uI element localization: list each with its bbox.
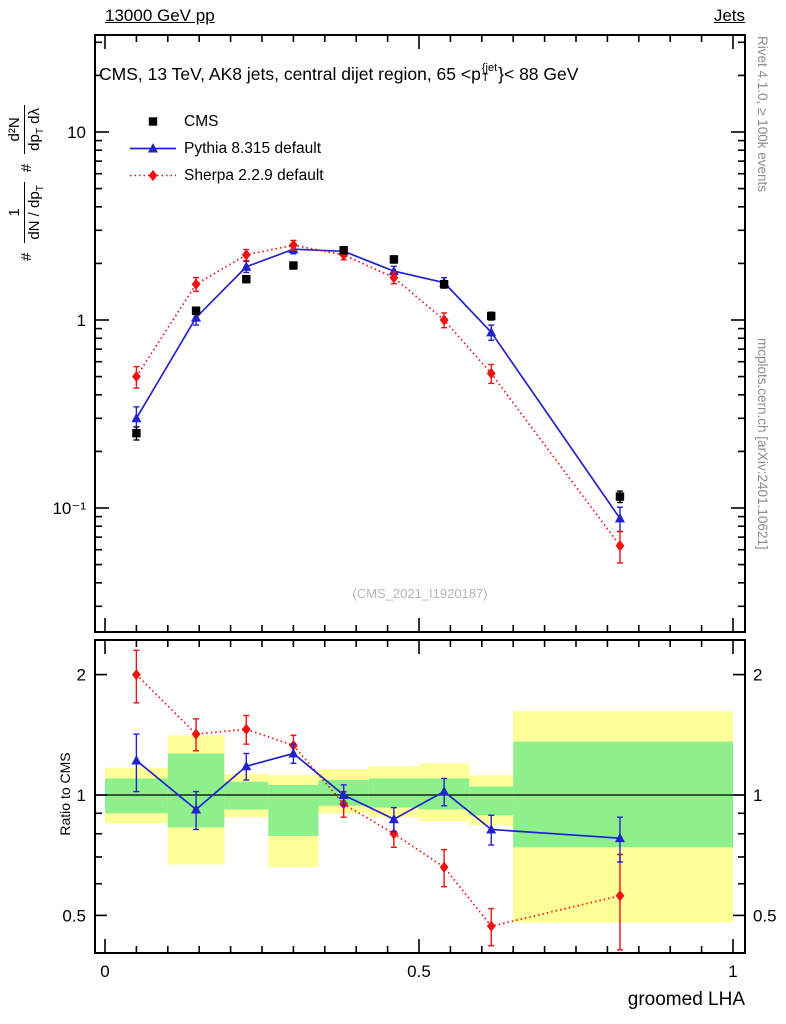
triangle-marker xyxy=(131,755,142,765)
diamond-marker xyxy=(241,249,251,261)
triangle-marker xyxy=(191,312,202,322)
pt-jet-subscript: T xyxy=(481,72,489,85)
rivet-version-note: Rivet 4.1.0, ≥ 100k events xyxy=(755,36,770,192)
mcplots-reference-note: mcplots.cern.ch [arXiv:2401.10621] xyxy=(755,338,770,550)
diamond-marker xyxy=(241,723,251,735)
diamond-marker xyxy=(439,861,449,873)
ratio-ytick-label-left: 0.5 xyxy=(62,906,86,925)
triangle-marker xyxy=(241,261,252,271)
triangle-marker xyxy=(288,748,299,758)
analysis-id-watermark: (CMS_2021_I1920187) xyxy=(352,586,488,601)
triangle-marker xyxy=(191,804,202,814)
triangle-marker xyxy=(388,265,399,276)
diamond-marker xyxy=(191,278,201,290)
frac1-numerator: 1 xyxy=(6,208,23,217)
xtick-label: 1 xyxy=(728,962,737,981)
plot-title-text: CMS, 13 TeV, AK8 jets, central dijet reg… xyxy=(99,64,481,84)
frac1-denominator: dN / dpT xyxy=(24,182,47,243)
ratio-ytick-label-right: 2 xyxy=(753,666,762,685)
square-marker xyxy=(148,117,158,126)
legend-glyphs xyxy=(130,117,176,182)
pt-jet-superscript: {jet xyxy=(481,62,498,75)
x-axis-label: groomed LHA xyxy=(627,989,745,1010)
stat-uncertainty-band xyxy=(368,778,419,808)
pt-jet-symbol: {jet T xyxy=(481,62,498,85)
diamond-marker xyxy=(389,828,399,840)
diamond-marker xyxy=(132,370,141,383)
ratio-ytick-label-left: 2 xyxy=(77,666,86,685)
square-marker xyxy=(487,311,496,321)
axis-ticks xyxy=(95,35,745,953)
ratio-panel-frame xyxy=(94,639,746,954)
main-ytick-label: 1 xyxy=(77,311,86,330)
hash-symbol-1: # xyxy=(17,252,35,261)
square-marker xyxy=(191,306,201,315)
triangle-marker xyxy=(486,326,497,337)
ratio-ytick-label-right: 1 xyxy=(753,786,762,805)
legend-label-pythia: Pythia 8.315 default xyxy=(184,139,322,157)
hash-symbol-2: # xyxy=(17,163,35,173)
square-marker xyxy=(439,280,449,289)
ratio-ytick-label-right: 0.5 xyxy=(753,906,777,925)
diamond-marker xyxy=(615,540,625,552)
triangle-marker xyxy=(241,760,252,771)
stat-uncertainty-band xyxy=(469,786,514,816)
diamond-marker xyxy=(439,314,449,326)
xtick-label: 0 xyxy=(100,962,109,981)
triangle-marker xyxy=(614,832,625,843)
triangle-marker xyxy=(486,824,497,834)
legend-label-cms: CMS xyxy=(184,112,219,130)
diamond-marker xyxy=(615,890,625,902)
frac2-denominator: dpT dλ xyxy=(24,105,47,154)
ratio-y-axis-label: Ratio to CMS xyxy=(57,752,73,836)
y-axis-label: # 1 dN / dpT # d²N dpT dλ xyxy=(6,30,47,336)
legend-item-pythia: Pythia 8.315 default xyxy=(184,135,324,162)
legend-label-sherpa: Sherpa 2.2.9 default xyxy=(184,166,324,184)
normalization-fraction: 1 dN / dpT xyxy=(6,182,47,243)
frac2-numerator: d²N xyxy=(6,117,23,142)
ratio-series xyxy=(131,649,625,951)
square-marker xyxy=(339,246,348,255)
analysis-group-label: Jets xyxy=(713,6,745,25)
legend: CMS Pythia 8.315 default Sherpa 2.2.9 de… xyxy=(184,108,324,189)
diamond-marker xyxy=(148,169,158,182)
triangle-marker xyxy=(338,789,349,799)
diamond-marker xyxy=(191,728,201,740)
square-marker xyxy=(389,255,399,264)
diamond-marker xyxy=(132,668,141,681)
plot-title: CMS, 13 TeV, AK8 jets, central dijet reg… xyxy=(99,62,579,85)
legend-item-sherpa: Sherpa 2.2.9 default xyxy=(184,162,324,189)
xtick-label: 0.5 xyxy=(407,962,431,981)
square-marker xyxy=(242,274,251,284)
diamond-marker xyxy=(389,272,399,284)
legend-item-cms: CMS xyxy=(184,108,324,135)
plot-title-suffix: }< 88 GeV xyxy=(498,64,579,84)
differential-fraction: d²N dpT dλ xyxy=(6,105,47,154)
triangle-marker xyxy=(439,786,450,796)
main-ytick-label: 10 xyxy=(67,123,86,142)
ratio-ytick-label-left: 1 xyxy=(77,786,86,805)
diamond-marker xyxy=(486,367,496,379)
diamond-marker xyxy=(486,920,496,932)
triangle-marker xyxy=(148,143,158,153)
ratio-uncertainty-bands xyxy=(105,711,733,923)
series-line xyxy=(135,248,621,519)
square-marker xyxy=(132,428,141,438)
diamond-marker xyxy=(289,239,298,251)
series-line xyxy=(135,244,621,547)
triangle-marker xyxy=(131,412,142,423)
triangle-marker xyxy=(388,813,399,824)
square-marker xyxy=(289,261,298,270)
main-panel-frame xyxy=(94,34,746,633)
square-marker xyxy=(615,492,625,501)
triangle-marker xyxy=(614,513,625,523)
stat-uncertainty-band xyxy=(268,784,319,836)
beam-energy-label: 13000 GeV pp xyxy=(105,6,215,25)
main-ytick-label: 10⁻¹ xyxy=(52,499,86,518)
main-series xyxy=(131,239,625,564)
